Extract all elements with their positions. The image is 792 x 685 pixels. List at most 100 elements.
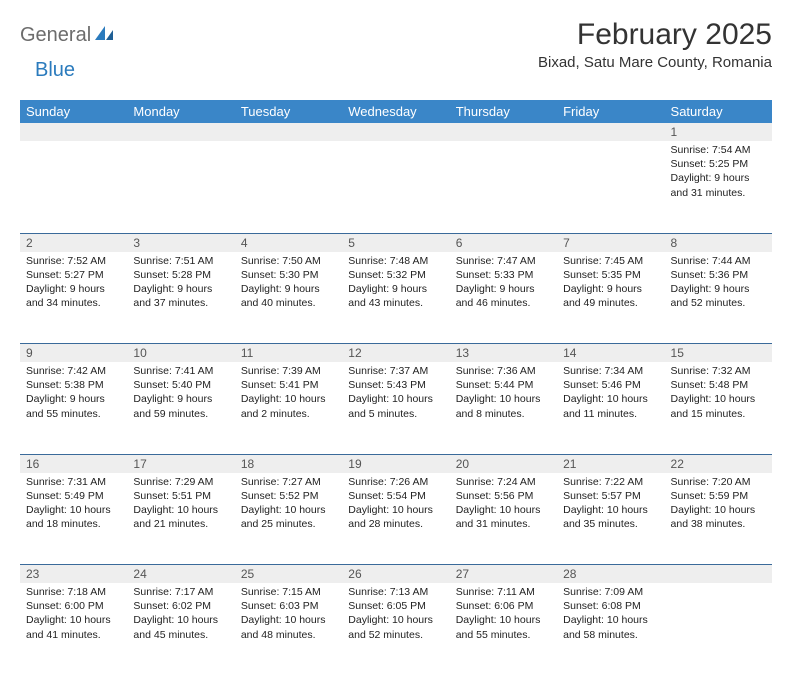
logo: General bbox=[20, 18, 117, 47]
day-number-cell: 5 bbox=[342, 233, 449, 252]
day-number: 1 bbox=[665, 123, 772, 141]
sunrise-text: Sunrise: 7:39 AM bbox=[241, 364, 336, 378]
day-details: Sunrise: 7:34 AMSunset: 5:46 PMDaylight:… bbox=[557, 362, 664, 425]
day-cell: Sunrise: 7:45 AMSunset: 5:35 PMDaylight:… bbox=[557, 252, 664, 344]
sunrise-text: Sunrise: 7:37 AM bbox=[348, 364, 443, 378]
day-details: Sunrise: 7:24 AMSunset: 5:56 PMDaylight:… bbox=[450, 473, 557, 536]
day-number-cell: 17 bbox=[127, 454, 234, 473]
day-details: Sunrise: 7:17 AMSunset: 6:02 PMDaylight:… bbox=[127, 583, 234, 646]
day-details: Sunrise: 7:09 AMSunset: 6:08 PMDaylight:… bbox=[557, 583, 664, 646]
sunset-text: Sunset: 5:30 PM bbox=[241, 268, 336, 282]
day-cell: Sunrise: 7:09 AMSunset: 6:08 PMDaylight:… bbox=[557, 583, 664, 675]
sunrise-text: Sunrise: 7:13 AM bbox=[348, 585, 443, 599]
day-cell bbox=[450, 141, 557, 233]
day-details: Sunrise: 7:18 AMSunset: 6:00 PMDaylight:… bbox=[20, 583, 127, 646]
sunset-text: Sunset: 5:52 PM bbox=[241, 489, 336, 503]
day-number-cell bbox=[235, 123, 342, 141]
day-number: 18 bbox=[235, 455, 342, 473]
day-cell: Sunrise: 7:13 AMSunset: 6:05 PMDaylight:… bbox=[342, 583, 449, 675]
sunrise-text: Sunrise: 7:11 AM bbox=[456, 585, 551, 599]
daylight-text: Daylight: 9 hours and 52 minutes. bbox=[671, 282, 766, 310]
day-number-cell: 19 bbox=[342, 454, 449, 473]
day-number: 10 bbox=[127, 344, 234, 362]
sunrise-text: Sunrise: 7:15 AM bbox=[241, 585, 336, 599]
day-number: 28 bbox=[557, 565, 664, 583]
day-number-cell: 12 bbox=[342, 344, 449, 363]
day-number-cell: 27 bbox=[450, 565, 557, 584]
calendar-header-row: Sunday Monday Tuesday Wednesday Thursday… bbox=[20, 100, 772, 123]
day-number: 5 bbox=[342, 234, 449, 252]
sunrise-text: Sunrise: 7:27 AM bbox=[241, 475, 336, 489]
calendar-body: 1Sunrise: 7:54 AMSunset: 5:25 PMDaylight… bbox=[20, 123, 772, 675]
sunrise-text: Sunrise: 7:34 AM bbox=[563, 364, 658, 378]
day-number: 13 bbox=[450, 344, 557, 362]
day-cell: Sunrise: 7:37 AMSunset: 5:43 PMDaylight:… bbox=[342, 362, 449, 454]
sunset-text: Sunset: 5:46 PM bbox=[563, 378, 658, 392]
day-number: 6 bbox=[450, 234, 557, 252]
logo-word-1: General bbox=[20, 24, 91, 47]
day-number: 25 bbox=[235, 565, 342, 583]
day-number-cell: 7 bbox=[557, 233, 664, 252]
day-details: Sunrise: 7:31 AMSunset: 5:49 PMDaylight:… bbox=[20, 473, 127, 536]
day-cell: Sunrise: 7:51 AMSunset: 5:28 PMDaylight:… bbox=[127, 252, 234, 344]
sunrise-text: Sunrise: 7:36 AM bbox=[456, 364, 551, 378]
sunrise-text: Sunrise: 7:26 AM bbox=[348, 475, 443, 489]
day-number-cell: 2 bbox=[20, 233, 127, 252]
day-number-cell: 13 bbox=[450, 344, 557, 363]
day-details: Sunrise: 7:44 AMSunset: 5:36 PMDaylight:… bbox=[665, 252, 772, 315]
day-cell: Sunrise: 7:48 AMSunset: 5:32 PMDaylight:… bbox=[342, 252, 449, 344]
day-details: Sunrise: 7:42 AMSunset: 5:38 PMDaylight:… bbox=[20, 362, 127, 425]
day-cell: Sunrise: 7:24 AMSunset: 5:56 PMDaylight:… bbox=[450, 473, 557, 565]
daylight-text: Daylight: 10 hours and 18 minutes. bbox=[26, 503, 121, 531]
day-cell: Sunrise: 7:44 AMSunset: 5:36 PMDaylight:… bbox=[665, 252, 772, 344]
weekday-header: Monday bbox=[127, 100, 234, 123]
day-cell bbox=[665, 583, 772, 675]
day-number-cell bbox=[450, 123, 557, 141]
day-cell: Sunrise: 7:29 AMSunset: 5:51 PMDaylight:… bbox=[127, 473, 234, 565]
sunrise-text: Sunrise: 7:18 AM bbox=[26, 585, 121, 599]
day-number-cell: 25 bbox=[235, 565, 342, 584]
daylight-text: Daylight: 10 hours and 35 minutes. bbox=[563, 503, 658, 531]
daylight-text: Daylight: 10 hours and 28 minutes. bbox=[348, 503, 443, 531]
sunrise-text: Sunrise: 7:45 AM bbox=[563, 254, 658, 268]
day-number-cell: 15 bbox=[665, 344, 772, 363]
daylight-text: Daylight: 9 hours and 37 minutes. bbox=[133, 282, 228, 310]
day-cell bbox=[342, 141, 449, 233]
day-cell: Sunrise: 7:52 AMSunset: 5:27 PMDaylight:… bbox=[20, 252, 127, 344]
day-number: 23 bbox=[20, 565, 127, 583]
day-number: 7 bbox=[557, 234, 664, 252]
day-number: 4 bbox=[235, 234, 342, 252]
daylight-text: Daylight: 10 hours and 41 minutes. bbox=[26, 613, 121, 641]
day-cell: Sunrise: 7:22 AMSunset: 5:57 PMDaylight:… bbox=[557, 473, 664, 565]
sunset-text: Sunset: 6:05 PM bbox=[348, 599, 443, 613]
day-cell: Sunrise: 7:39 AMSunset: 5:41 PMDaylight:… bbox=[235, 362, 342, 454]
day-details: Sunrise: 7:45 AMSunset: 5:35 PMDaylight:… bbox=[557, 252, 664, 315]
sunrise-text: Sunrise: 7:50 AM bbox=[241, 254, 336, 268]
day-cell: Sunrise: 7:50 AMSunset: 5:30 PMDaylight:… bbox=[235, 252, 342, 344]
sunrise-text: Sunrise: 7:41 AM bbox=[133, 364, 228, 378]
day-number-cell: 3 bbox=[127, 233, 234, 252]
day-cell: Sunrise: 7:31 AMSunset: 5:49 PMDaylight:… bbox=[20, 473, 127, 565]
day-cell: Sunrise: 7:11 AMSunset: 6:06 PMDaylight:… bbox=[450, 583, 557, 675]
sunrise-text: Sunrise: 7:48 AM bbox=[348, 254, 443, 268]
day-cell bbox=[557, 141, 664, 233]
daylight-text: Daylight: 10 hours and 2 minutes. bbox=[241, 392, 336, 420]
day-number: 17 bbox=[127, 455, 234, 473]
sunset-text: Sunset: 5:36 PM bbox=[671, 268, 766, 282]
day-number: 26 bbox=[342, 565, 449, 583]
day-number: 14 bbox=[557, 344, 664, 362]
daylight-text: Daylight: 9 hours and 34 minutes. bbox=[26, 282, 121, 310]
page-title: February 2025 bbox=[538, 18, 772, 52]
sunset-text: Sunset: 6:00 PM bbox=[26, 599, 121, 613]
daylight-text: Daylight: 9 hours and 40 minutes. bbox=[241, 282, 336, 310]
day-number: 11 bbox=[235, 344, 342, 362]
day-number-cell: 9 bbox=[20, 344, 127, 363]
sunrise-text: Sunrise: 7:24 AM bbox=[456, 475, 551, 489]
daylight-text: Daylight: 10 hours and 38 minutes. bbox=[671, 503, 766, 531]
daylight-text: Daylight: 9 hours and 43 minutes. bbox=[348, 282, 443, 310]
sunset-text: Sunset: 6:03 PM bbox=[241, 599, 336, 613]
day-number-cell: 21 bbox=[557, 454, 664, 473]
day-number: 20 bbox=[450, 455, 557, 473]
day-details: Sunrise: 7:48 AMSunset: 5:32 PMDaylight:… bbox=[342, 252, 449, 315]
sunset-text: Sunset: 5:54 PM bbox=[348, 489, 443, 503]
